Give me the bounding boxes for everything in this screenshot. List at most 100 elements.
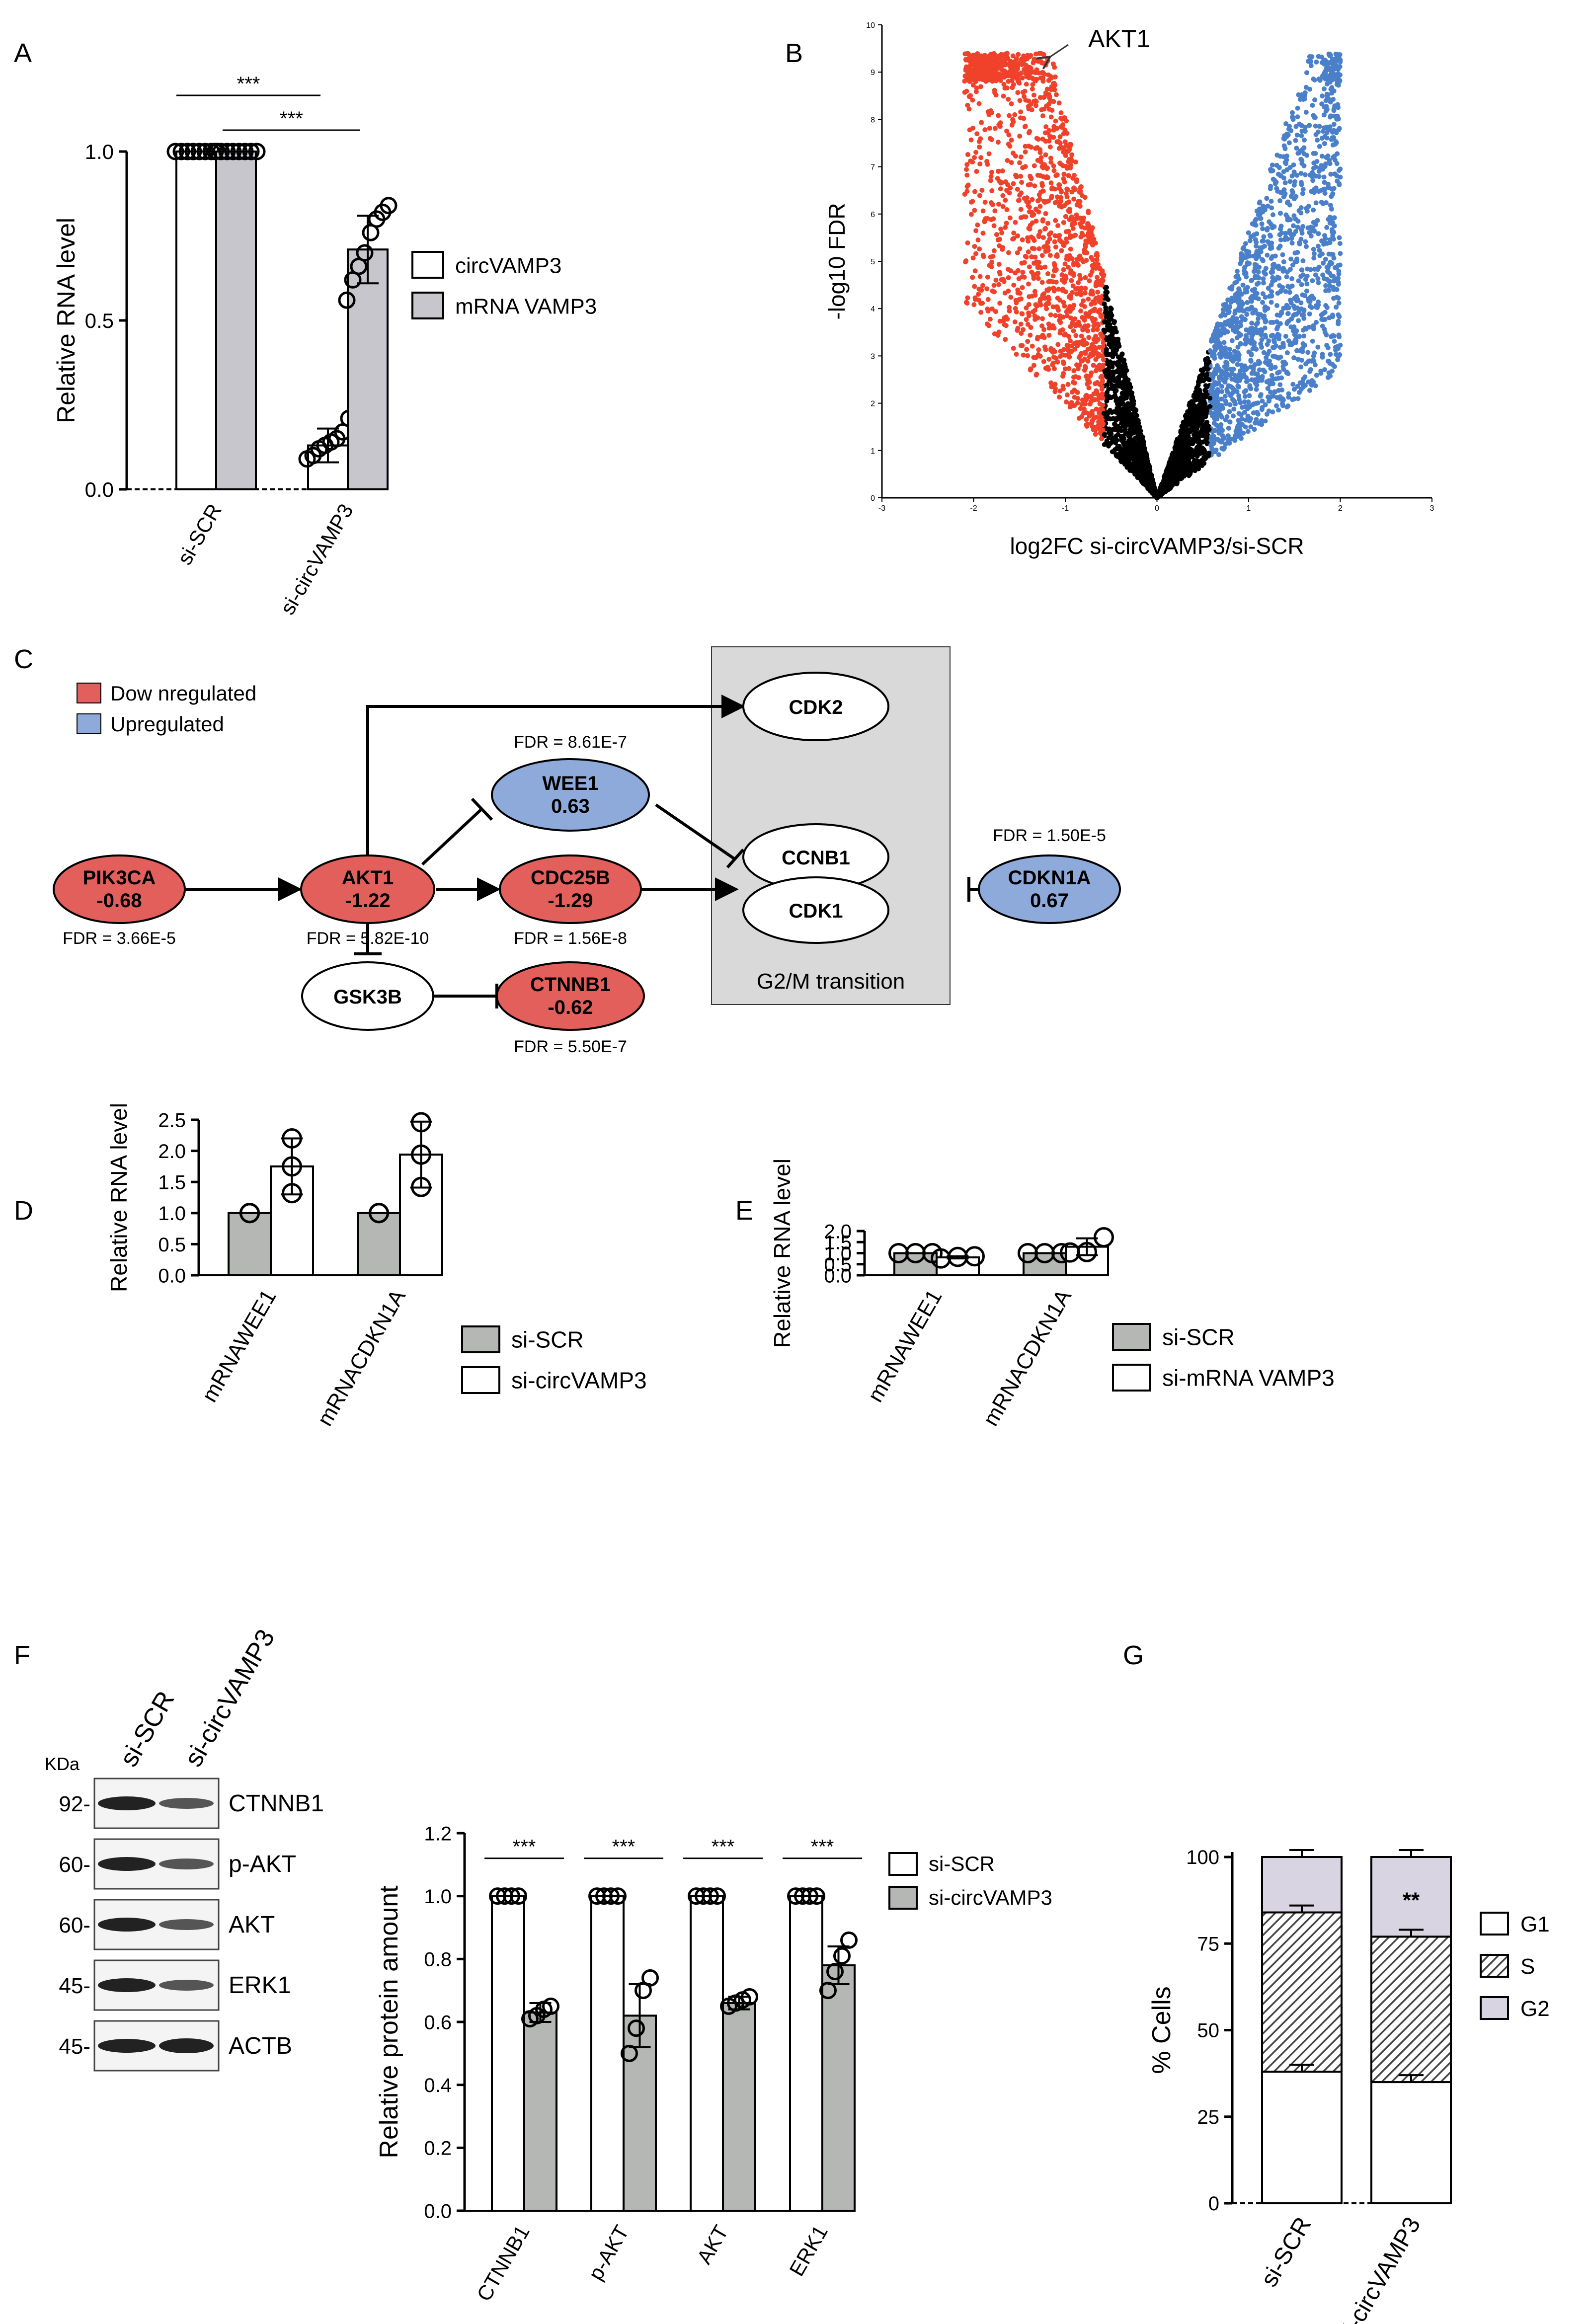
volcano-point-upregulated — [1298, 171, 1304, 176]
volcano-point-downregulated — [1090, 299, 1096, 305]
volcano-point-downregulated — [1084, 417, 1089, 422]
volcano-point-downregulated — [1048, 155, 1053, 161]
volcano-point-downregulated — [1034, 304, 1039, 309]
y-tick-label: 9 — [871, 69, 875, 77]
significance-label: *** — [237, 73, 260, 95]
panel-letter-e: E — [735, 1196, 753, 1226]
volcano-point-downregulated — [1021, 116, 1027, 121]
volcano-point-downregulated — [962, 89, 967, 95]
volcano-point-downregulated — [1017, 160, 1023, 165]
volcano-point-upregulated — [1287, 124, 1292, 129]
volcano-point-downregulated — [993, 277, 999, 283]
volcano-point-downregulated — [1020, 270, 1026, 275]
volcano-point-upregulated — [1315, 243, 1321, 249]
volcano-point-upregulated — [1287, 179, 1293, 184]
volcano-point-downregulated — [978, 84, 983, 89]
volcano-point-downregulated — [1027, 227, 1032, 232]
volcano-point-upregulated — [1269, 300, 1274, 305]
volcano-point-downregulated — [1086, 311, 1092, 317]
volcano-point-upregulated — [1214, 414, 1219, 420]
volcano-point-upregulated — [1250, 310, 1256, 316]
volcano-point-upregulated — [1307, 311, 1312, 316]
volcano-point-downregulated — [1027, 264, 1032, 270]
volcano-point-not-significant — [1204, 384, 1210, 389]
volcano-point-upregulated — [1283, 333, 1288, 339]
volcano-point-not-significant — [1117, 357, 1123, 363]
volcano-point-downregulated — [1039, 280, 1045, 285]
volcano-point-downregulated — [1010, 53, 1016, 59]
volcano-point-upregulated — [1223, 345, 1228, 351]
volcano-point-downregulated — [1004, 128, 1010, 134]
volcano-point-upregulated — [1224, 401, 1229, 406]
volcano-point-upregulated — [1319, 136, 1325, 141]
volcano-point-upregulated — [1321, 112, 1327, 118]
volcano-point-upregulated — [1299, 133, 1304, 139]
volcano-point-downregulated — [1007, 308, 1012, 313]
volcano-point-upregulated — [1327, 127, 1332, 132]
volcano-point-downregulated — [992, 126, 998, 131]
volcano-point-upregulated — [1327, 215, 1333, 220]
volcano-point-downregulated — [1000, 204, 1006, 209]
volcano-point-downregulated — [1028, 53, 1033, 58]
volcano-point-downregulated — [1076, 375, 1082, 381]
volcano-point-upregulated — [1278, 211, 1283, 216]
volcano-point-upregulated — [1323, 161, 1329, 166]
volcano-point-downregulated — [991, 216, 996, 222]
volcano-point-upregulated — [1274, 326, 1279, 332]
volcano-point-downregulated — [1050, 323, 1056, 328]
volcano-point-upregulated — [1271, 339, 1277, 345]
volcano-point-upregulated — [1283, 289, 1288, 294]
volcano-point-not-significant — [1115, 341, 1121, 346]
volcano-point-upregulated — [1306, 204, 1311, 209]
volcano-point-downregulated — [964, 189, 970, 194]
volcano-point-downregulated — [997, 301, 1003, 306]
volcano-point-upregulated — [1222, 312, 1228, 318]
volcano-point-downregulated — [1085, 358, 1091, 364]
volcano-point-upregulated — [1299, 381, 1305, 386]
volcano-point-upregulated — [1269, 289, 1274, 295]
volcano-point-downregulated — [965, 182, 971, 188]
volcano-point-downregulated — [1000, 246, 1005, 252]
volcano-point-downregulated — [980, 301, 985, 306]
volcano-point-upregulated — [1261, 234, 1267, 239]
volcano-point-not-significant — [1188, 403, 1193, 409]
volcano-point-not-significant — [1190, 454, 1195, 460]
volcano-point-upregulated — [1265, 228, 1270, 233]
volcano-point-downregulated — [1098, 312, 1104, 317]
volcano-point-downregulated — [1026, 130, 1032, 136]
y-tick-label: 1 — [871, 447, 875, 456]
volcano-point-upregulated — [1227, 409, 1232, 414]
volcano-point-upregulated — [1299, 282, 1304, 288]
volcano-point-upregulated — [1241, 245, 1246, 250]
volcano-point-upregulated — [1301, 308, 1307, 313]
volcano-point-upregulated — [1222, 393, 1228, 399]
volcano-point-upregulated — [1307, 123, 1312, 128]
volcano-point-downregulated — [1030, 82, 1035, 87]
volcano-point-downregulated — [977, 58, 983, 63]
volcano-point-downregulated — [1017, 80, 1022, 86]
volcano-point-upregulated — [1236, 355, 1241, 360]
volcano-point-upregulated — [1281, 194, 1286, 200]
volcano-point-downregulated — [1036, 246, 1042, 251]
volcano-point-upregulated — [1316, 77, 1322, 82]
volcano-point-downregulated — [1040, 113, 1045, 119]
volcano-point-downregulated — [1061, 171, 1067, 177]
volcano-point-not-significant — [1106, 387, 1112, 392]
volcano-point-downregulated — [1043, 211, 1048, 216]
volcano-point-upregulated — [1238, 332, 1243, 337]
volcano-point-upregulated — [1241, 430, 1246, 436]
volcano-point-downregulated — [1020, 76, 1025, 81]
volcano-point-not-significant — [1116, 403, 1122, 408]
panel-letter-g: G — [1123, 1640, 1144, 1670]
volcano-point-downregulated — [1083, 351, 1088, 356]
volcano-point-downregulated — [1017, 198, 1022, 203]
volcano-point-upregulated — [1227, 347, 1232, 352]
volcano-point-upregulated — [1280, 403, 1285, 408]
volcano-point-downregulated — [1034, 259, 1039, 265]
data-point — [166, 143, 184, 160]
volcano-point-downregulated — [1003, 198, 1008, 203]
volcano-point-downregulated — [1041, 335, 1047, 340]
volcano-point-not-significant — [1105, 312, 1110, 318]
volcano-point-downregulated — [1084, 341, 1090, 346]
volcano-point-downregulated — [1053, 253, 1059, 259]
